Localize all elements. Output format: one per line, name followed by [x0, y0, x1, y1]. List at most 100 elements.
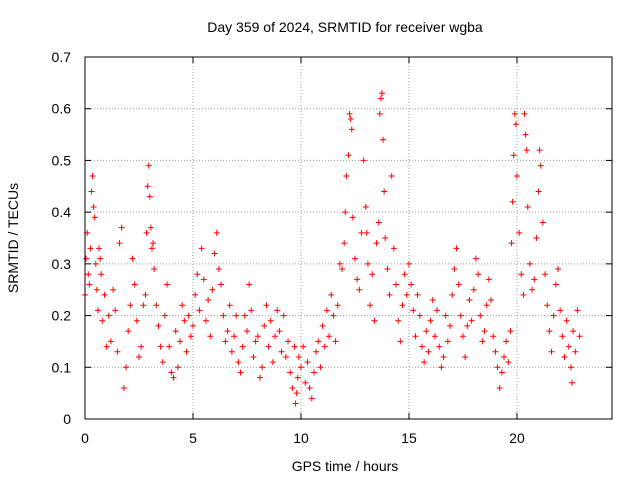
data-point: [346, 110, 353, 117]
data-point: [393, 281, 400, 288]
data-point: [99, 317, 106, 324]
data-point: [472, 255, 479, 262]
data-point: [198, 245, 205, 252]
data-point: [521, 110, 528, 117]
data-point: [168, 369, 175, 376]
data-point: [164, 281, 171, 288]
data-point: [213, 229, 220, 236]
data-point: [147, 224, 154, 231]
data-point: [444, 338, 451, 345]
data-point: [555, 266, 562, 273]
data-point: [146, 193, 153, 200]
data-point: [107, 338, 114, 345]
data-point: [405, 260, 412, 267]
data-point: [518, 271, 525, 278]
data-point: [88, 188, 95, 195]
data-point: [250, 353, 257, 360]
data-point: [336, 260, 343, 267]
data-point: [536, 147, 543, 154]
data-point: [222, 338, 229, 345]
data-point: [574, 307, 581, 314]
data-point: [252, 338, 259, 345]
data-point: [328, 291, 335, 298]
y-tick-label: 0.1: [52, 359, 72, 375]
data-point: [507, 328, 514, 335]
data-point: [192, 291, 199, 298]
data-point: [207, 333, 214, 340]
data-point: [533, 235, 540, 241]
data-point: [86, 281, 93, 288]
y-axis-label: SRMTID / TECUs: [5, 183, 21, 293]
data-point: [531, 276, 538, 283]
data-point: [272, 333, 279, 340]
grid-lines: [85, 57, 612, 419]
data-point: [151, 266, 158, 273]
data-point: [118, 224, 125, 231]
data-point: [403, 291, 410, 298]
data-point: [412, 333, 419, 340]
data-point: [246, 281, 253, 288]
data-point: [295, 353, 302, 360]
data-point: [220, 312, 227, 319]
data-point: [159, 359, 166, 366]
data-point: [83, 255, 90, 262]
data-point: [142, 291, 149, 298]
data-point: [546, 328, 553, 335]
data-point: [401, 271, 408, 278]
data-point: [224, 328, 231, 335]
data-point: [292, 400, 299, 407]
data-point: [557, 307, 564, 314]
data-point: [425, 348, 432, 355]
data-point: [362, 203, 369, 210]
data-point: [187, 333, 194, 340]
data-point: [451, 266, 458, 273]
data-point: [254, 333, 261, 340]
data-point: [436, 343, 443, 350]
data-point: [263, 302, 270, 309]
data-point: [466, 297, 473, 304]
data-point: [289, 384, 296, 391]
data-point: [177, 338, 184, 345]
data-point: [505, 359, 512, 366]
data-point: [438, 364, 445, 371]
data-point: [185, 312, 192, 319]
data-point: [492, 348, 499, 355]
data-point: [490, 333, 497, 340]
data-point: [447, 322, 454, 329]
data-point: [155, 322, 162, 329]
data-point: [267, 317, 274, 324]
data-point: [300, 343, 307, 350]
data-point: [570, 328, 577, 335]
data-point: [274, 307, 281, 314]
data-point: [512, 121, 519, 128]
data-point: [85, 271, 92, 278]
data-point: [552, 281, 559, 288]
data-point: [388, 172, 395, 179]
data-point: [120, 384, 127, 391]
data-point: [468, 317, 475, 324]
data-point: [459, 333, 466, 340]
data-point: [127, 302, 134, 309]
data-point: [455, 281, 462, 288]
data-point: [576, 333, 583, 340]
data-point: [259, 364, 266, 371]
data-point: [144, 183, 151, 190]
data-point: [114, 348, 121, 355]
data-point: [276, 328, 283, 335]
data-point: [548, 348, 555, 355]
data-point: [510, 152, 517, 159]
data-point: [145, 162, 152, 169]
data-point: [332, 338, 339, 345]
data-point: [494, 364, 501, 371]
data-point: [529, 286, 536, 293]
data-point: [380, 136, 387, 143]
data-point: [376, 110, 383, 117]
data-point: [140, 302, 147, 309]
data-point: [410, 307, 417, 314]
data-point: [94, 307, 101, 314]
data-point: [125, 328, 132, 335]
data-point: [150, 240, 157, 247]
y-tick-label: 0: [63, 411, 71, 427]
data-point: [90, 203, 97, 210]
